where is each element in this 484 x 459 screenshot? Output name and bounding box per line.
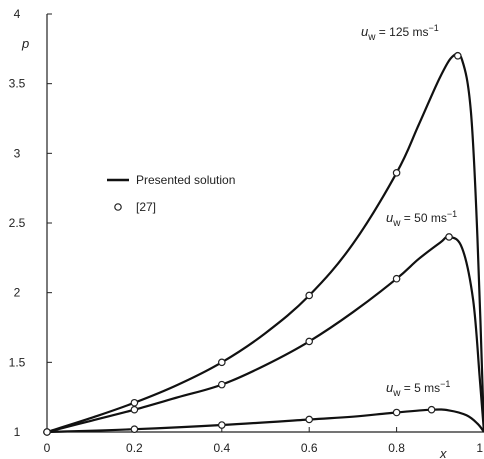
data-point-marker (305, 337, 314, 346)
x-tick-label: 0 (44, 441, 51, 455)
y-tick-label: 3.5 (9, 77, 26, 91)
annotation-value: = 50 ms (400, 211, 446, 225)
data-point-marker (427, 405, 436, 414)
data-point-marker (392, 274, 401, 283)
legend-marker-label: [27] (136, 200, 156, 214)
annotation-sub: w (367, 32, 376, 43)
series-line-uw-125 (46, 51, 484, 434)
data-point-marker (392, 408, 401, 417)
series-annotation: uw = 5 ms−1 (386, 379, 450, 399)
x-tick-label: 0.8 (388, 441, 405, 455)
y-tick-label: 1.5 (9, 355, 26, 369)
x-tick-label: 0.6 (301, 441, 318, 455)
annotation-value: = 5 ms (400, 381, 440, 395)
annotation-sup: −1 (440, 379, 450, 389)
data-point-marker (453, 51, 462, 60)
data-point-marker (305, 291, 314, 300)
x-tick-label: 1 (476, 441, 483, 455)
annotation-sup: −1 (429, 23, 439, 33)
data-point-marker (305, 415, 314, 424)
data-point-marker (130, 405, 139, 414)
data-point-marker (445, 233, 453, 241)
x-tick-label: 0.4 (213, 441, 230, 455)
data-point-marker (130, 398, 139, 407)
annotation-u: u (386, 210, 393, 225)
series-line-uw-50 (46, 235, 484, 434)
data-point-marker (130, 425, 139, 434)
legend-marker-sample (114, 203, 122, 211)
y-tick-label: 1 (14, 425, 21, 439)
series-line-uw-5 (46, 408, 484, 434)
data-point-marker (218, 421, 226, 429)
series-annotation: uw = 125 ms−1 (361, 23, 439, 43)
x-tick-label: 0.2 (126, 441, 143, 455)
data-point-marker (218, 358, 226, 367)
annotation-sup: −1 (447, 209, 457, 219)
y-tick-label: 4 (14, 7, 21, 21)
annotation-sub: w (392, 388, 401, 399)
annotation-sub: w (392, 218, 401, 229)
annotation-u: u (361, 24, 368, 39)
data-point-marker (218, 380, 226, 389)
legend-line-label: Presented solution (136, 173, 235, 187)
data-point-marker (43, 428, 51, 436)
y-tick-label: 2 (14, 286, 21, 300)
y-axis-label: p (21, 36, 29, 51)
x-axis-label: x (439, 446, 447, 459)
series-annotation: uw = 50 ms−1 (386, 209, 457, 229)
y-tick-label: 2.5 (9, 216, 26, 230)
annotation-value: = 125 ms (375, 25, 428, 39)
y-tick-label: 3 (14, 146, 21, 160)
annotation-u: u (386, 380, 393, 395)
data-point-marker (392, 169, 401, 177)
